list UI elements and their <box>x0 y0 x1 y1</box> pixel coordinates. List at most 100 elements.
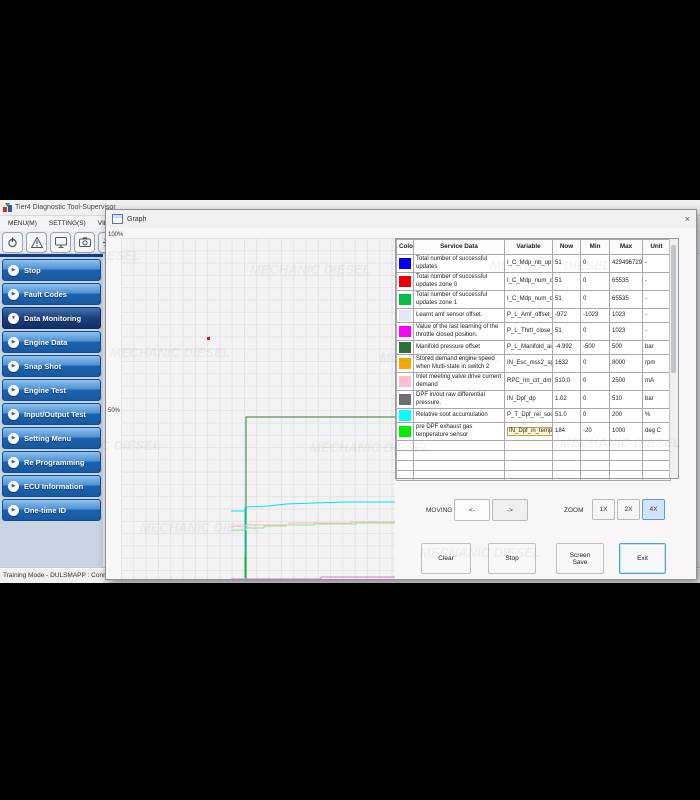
cell-min[interactable]: 0 <box>580 408 610 423</box>
cell-max[interactable]: 429496729 <box>609 254 643 273</box>
cell-variable[interactable]: RPC_Im_crt_dm <box>504 372 553 391</box>
cell-variable[interactable]: P_L_Thrtl_close_ <box>504 322 553 341</box>
zoom-1x-button[interactable]: 1X <box>592 499 615 520</box>
column-header-colo[interactable]: Colo <box>396 239 414 255</box>
column-header-now[interactable]: Now <box>552 239 581 255</box>
column-header-service-data[interactable]: Service Data <box>413 239 505 255</box>
column-header-min[interactable]: Min <box>580 239 610 255</box>
cell-max[interactable]: 8000 <box>609 354 643 373</box>
sidebar-item-stop[interactable]: ▶ Stop <box>2 259 101 281</box>
cell-min[interactable]: -20 <box>580 422 610 441</box>
cell-service-data[interactable]: Total number of successful updates zone … <box>413 290 505 309</box>
cell-now[interactable]: 51 <box>552 254 581 273</box>
cell-now[interactable]: 510.0 <box>552 372 581 391</box>
menu-item-menu[interactable]: MENU(M) <box>8 220 37 227</box>
cell-service-data[interactable]: pre DPF exhaust gas temperature sensor <box>413 422 505 441</box>
table-empty-row[interactable] <box>396 440 671 451</box>
sidebar-item-engine-test[interactable]: ▶ Engine Test <box>2 379 101 401</box>
cell-unit[interactable]: bar <box>642 340 671 355</box>
cell-max[interactable]: 65535 <box>609 272 643 291</box>
monitor-toolbar-button[interactable] <box>50 231 71 253</box>
table-row[interactable]: Total number of successful updates zone … <box>396 272 671 291</box>
cell-min[interactable]: 0 <box>580 372 610 391</box>
table-empty-row[interactable] <box>396 450 671 461</box>
cell-min[interactable]: 0 <box>580 254 610 273</box>
cell-now[interactable]: 51 <box>552 272 581 291</box>
cell-now[interactable]: 184 <box>552 422 581 441</box>
sidebar-item-input-output-test[interactable]: ▶ Input/Output Test <box>2 403 101 425</box>
clear-button[interactable]: Clear <box>421 543 471 574</box>
cell-max[interactable]: 65535 <box>609 290 643 309</box>
cell-variable[interactable]: IN_Dpf_dp <box>504 390 553 409</box>
cell-unit[interactable]: - <box>642 308 671 323</box>
cell-variable[interactable]: I_C_Mdp_nb_up <box>504 254 553 273</box>
move-right-button[interactable]: -> <box>492 499 528 521</box>
cell-unit[interactable]: deg C <box>642 422 671 441</box>
menu-item-setting[interactable]: SETTING(S) <box>48 220 86 227</box>
cell-service-data[interactable]: Total number of successful updates <box>413 254 505 273</box>
table-empty-row[interactable] <box>396 470 671 481</box>
cell-service-data[interactable]: Stored demand engine speed when Multi-st… <box>413 354 505 373</box>
screen-save-button[interactable]: Screen Save <box>556 543 604 574</box>
cell-service-data[interactable]: Total number of successful updates zone … <box>413 272 505 291</box>
cell-max[interactable]: 500 <box>609 340 643 355</box>
column-header-variable[interactable]: Variable <box>504 239 553 255</box>
sidebar-item-fault-codes[interactable]: ▶ Fault Codes <box>2 283 101 305</box>
table-empty-row[interactable] <box>396 460 671 471</box>
cell-unit[interactable]: - <box>642 254 671 273</box>
cell-now[interactable]: 1632 <box>552 354 581 373</box>
table-row[interactable]: Stored demand engine speed when Multi-st… <box>396 354 671 373</box>
sidebar-item-one-time-id[interactable]: ▶ One-time ID <box>2 499 101 521</box>
cell-variable[interactable]: IN_Dpf_in_temp <box>504 422 553 441</box>
zoom-2x-button[interactable]: 2X <box>617 499 640 520</box>
column-header-max[interactable]: Max <box>609 239 643 255</box>
column-header-unit[interactable]: Unit <box>642 239 671 255</box>
cell-max[interactable]: 510 <box>609 390 643 409</box>
sidebar-item-engine-data[interactable]: ▶ Engine Data <box>2 331 101 353</box>
cell-unit[interactable]: - <box>642 290 671 309</box>
power-toolbar-button[interactable] <box>2 231 23 253</box>
cell-service-data[interactable]: Manifold pressure offset <box>413 340 505 355</box>
cell-max[interactable]: 1023 <box>609 322 643 341</box>
cell-max[interactable]: 2500 <box>609 372 643 391</box>
cell-unit[interactable]: rpm <box>642 354 671 373</box>
cell-variable[interactable]: I_C_Mdp_num_c <box>504 290 553 309</box>
cell-unit[interactable]: - <box>642 272 671 291</box>
cell-unit[interactable]: % <box>642 408 671 423</box>
cell-service-data[interactable]: DPF in/out raw differential pressure. <box>413 390 505 409</box>
cell-service-data[interactable]: Value of the last learning of the thrott… <box>413 322 505 341</box>
cell-max[interactable]: 1000 <box>609 422 643 441</box>
sidebar-item-snap-shot[interactable]: ▶ Snap Shot <box>2 355 101 377</box>
cell-min[interactable]: 0 <box>580 322 610 341</box>
warning-toolbar-button[interactable] <box>26 231 47 253</box>
cell-service-data[interactable]: Learnt amf sensor offset. <box>413 308 505 323</box>
cell-unit[interactable]: - <box>642 322 671 341</box>
move-left-button[interactable]: <- <box>454 499 490 521</box>
cell-unit[interactable]: mA <box>642 372 671 391</box>
cell-variable[interactable]: P_L_Amf_offset_ <box>504 308 553 323</box>
table-row[interactable]: Total number of successful updates zone … <box>396 290 671 309</box>
table-row[interactable]: pre DPF exhaust gas temperature sensor IN… <box>396 422 671 441</box>
cell-variable[interactable]: IN_Esc_mss2_sp <box>504 354 553 373</box>
table-row[interactable]: Manifold pressure offset P_L_Manifold_ai -… <box>396 340 671 355</box>
sidebar-item-setting-menu[interactable]: ▶ Setting Menu <box>2 427 101 449</box>
sidebar-item-ecu-information[interactable]: ▶ ECU Information <box>2 475 101 497</box>
cell-min[interactable]: -500 <box>580 340 610 355</box>
cell-now[interactable]: 51 <box>552 322 581 341</box>
cell-min[interactable]: 0 <box>580 290 610 309</box>
cell-min[interactable]: -1023 <box>580 308 610 323</box>
sidebar-item-data-monitoring[interactable]: ▼ Data Monitoring <box>2 307 101 329</box>
cell-max[interactable]: 1023 <box>609 308 643 323</box>
cell-now[interactable]: 1.02 <box>552 390 581 409</box>
table-row[interactable]: Value of the last learning of the thrott… <box>396 322 671 341</box>
cell-variable[interactable]: I_C_Mdp_num_c <box>504 272 553 291</box>
cell-max[interactable]: 200 <box>609 408 643 423</box>
camera-toolbar-button[interactable] <box>74 231 95 253</box>
table-row[interactable]: Relative soot accumulation P_T_Dpf_rel_so… <box>396 408 671 423</box>
table-scrollbar-thumb[interactable] <box>671 245 676 373</box>
cell-service-data[interactable]: Inlet meeting valve drive current demand <box>413 372 505 391</box>
table-row[interactable]: DPF in/out raw differential pressure. IN_… <box>396 390 671 409</box>
cell-now[interactable]: -4.992 <box>552 340 581 355</box>
service-data-grid[interactable]: Colo Service Data Variable Now Min Max Unit Tot… <box>396 239 671 481</box>
table-scrollbar[interactable] <box>669 239 678 478</box>
